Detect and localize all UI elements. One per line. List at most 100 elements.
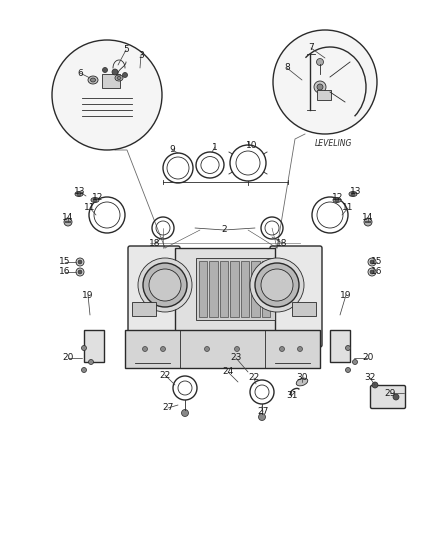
Circle shape [255, 263, 299, 307]
Circle shape [143, 263, 187, 307]
Text: 20: 20 [362, 353, 374, 362]
Text: 15: 15 [371, 257, 383, 266]
Bar [230, 261, 239, 317]
Bar [209, 261, 218, 317]
FancyBboxPatch shape [270, 246, 322, 347]
Ellipse shape [349, 191, 357, 197]
Circle shape [335, 198, 339, 202]
Bar [196, 258, 275, 320]
Bar [84, 330, 104, 362]
Circle shape [346, 345, 350, 351]
Circle shape [78, 270, 82, 274]
Text: 19: 19 [340, 290, 352, 300]
Text: 8: 8 [284, 63, 290, 72]
Circle shape [76, 268, 84, 276]
Text: 5: 5 [123, 45, 129, 54]
Bar [175, 248, 275, 345]
Circle shape [250, 258, 304, 312]
Text: 31: 31 [286, 391, 298, 400]
Bar [292, 302, 316, 316]
Circle shape [261, 269, 293, 301]
Ellipse shape [115, 75, 123, 81]
Ellipse shape [75, 191, 83, 197]
Circle shape [160, 346, 166, 351]
Text: 6: 6 [77, 69, 83, 77]
Text: 14: 14 [362, 214, 374, 222]
Circle shape [181, 409, 188, 416]
Text: 16: 16 [371, 268, 383, 277]
Text: 11: 11 [342, 204, 354, 213]
Circle shape [346, 367, 350, 373]
Bar [132, 302, 156, 316]
Bar [125, 330, 320, 368]
Bar [330, 330, 350, 362]
Bar [251, 261, 260, 317]
Text: 13: 13 [74, 188, 86, 197]
Text: 16: 16 [59, 268, 71, 277]
Circle shape [112, 69, 118, 75]
Circle shape [123, 72, 127, 77]
Bar [199, 261, 208, 317]
Circle shape [370, 260, 374, 264]
Circle shape [368, 268, 376, 276]
Text: LEVELING: LEVELING [314, 140, 352, 149]
Ellipse shape [91, 198, 99, 203]
Bar [317, 90, 331, 100]
Bar [65, 221, 71, 223]
Text: 27: 27 [162, 403, 174, 413]
Text: 19: 19 [82, 290, 94, 300]
Circle shape [81, 367, 86, 373]
Circle shape [368, 258, 376, 266]
Circle shape [353, 359, 357, 365]
Text: 20: 20 [62, 353, 74, 362]
Text: 14: 14 [62, 214, 74, 222]
Circle shape [351, 192, 355, 196]
Ellipse shape [296, 378, 308, 386]
Text: 15: 15 [59, 257, 71, 266]
Circle shape [273, 30, 377, 134]
Text: 22: 22 [159, 370, 171, 379]
Circle shape [364, 218, 372, 226]
Bar [365, 221, 371, 223]
Text: 7: 7 [308, 44, 314, 52]
Circle shape [52, 40, 162, 150]
Circle shape [142, 346, 148, 351]
Circle shape [93, 198, 97, 202]
Circle shape [314, 81, 326, 93]
Text: 27: 27 [257, 408, 268, 416]
Text: 11: 11 [84, 204, 96, 213]
Text: 9: 9 [169, 146, 175, 155]
Text: 12: 12 [332, 193, 344, 203]
Bar [220, 261, 228, 317]
Circle shape [81, 345, 86, 351]
Circle shape [297, 346, 303, 351]
Bar [241, 261, 249, 317]
Circle shape [372, 382, 378, 388]
Circle shape [76, 258, 84, 266]
Circle shape [205, 346, 209, 351]
Bar [261, 261, 270, 317]
Circle shape [234, 346, 240, 351]
Circle shape [317, 59, 324, 66]
Bar [102, 74, 120, 88]
Circle shape [102, 68, 107, 72]
Text: 29: 29 [384, 389, 396, 398]
Text: 10: 10 [246, 141, 258, 150]
Circle shape [88, 359, 93, 365]
Ellipse shape [117, 77, 121, 79]
Text: 13: 13 [350, 188, 362, 197]
Circle shape [258, 414, 265, 421]
FancyBboxPatch shape [128, 246, 180, 347]
Text: 18: 18 [276, 238, 288, 247]
Text: 22: 22 [248, 374, 260, 383]
Text: 23: 23 [230, 353, 242, 362]
Text: 30: 30 [296, 374, 308, 383]
Text: 24: 24 [223, 367, 233, 376]
Circle shape [149, 269, 181, 301]
Circle shape [279, 346, 285, 351]
Circle shape [77, 192, 81, 196]
Circle shape [138, 258, 192, 312]
Ellipse shape [91, 78, 95, 82]
Text: 32: 32 [364, 374, 376, 383]
FancyBboxPatch shape [371, 385, 406, 408]
